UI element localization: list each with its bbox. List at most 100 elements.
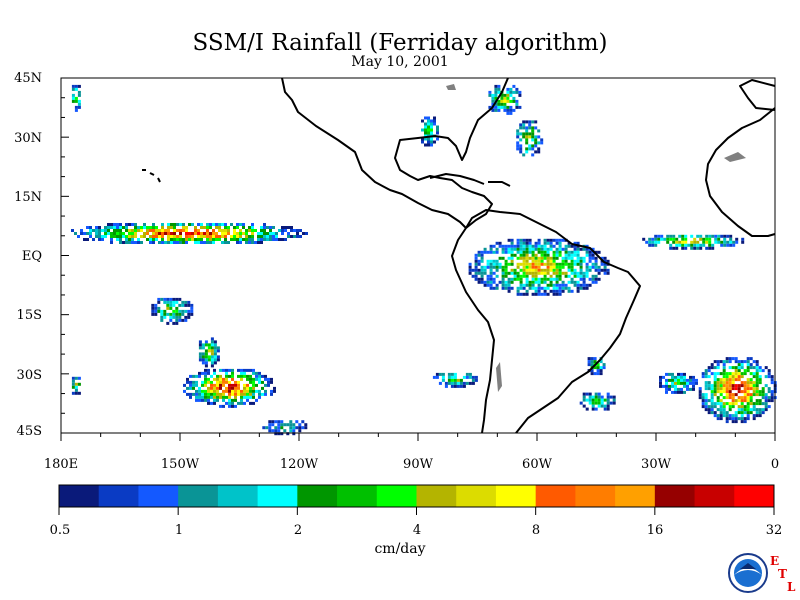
rain-cell bbox=[570, 262, 574, 266]
rain-cell bbox=[131, 229, 134, 232]
rain-cell bbox=[651, 240, 655, 244]
rain-cell bbox=[192, 380, 195, 384]
rain-cell bbox=[453, 384, 457, 388]
rain-cell bbox=[546, 253, 550, 257]
coast-hispaniola bbox=[488, 181, 511, 187]
rain-cell bbox=[263, 229, 266, 232]
rain-cell bbox=[221, 241, 224, 244]
rain-region-6 bbox=[262, 420, 308, 436]
rain-cell bbox=[483, 247, 487, 251]
rain-cell bbox=[519, 150, 523, 154]
rain-cell bbox=[503, 96, 507, 100]
rain-cell bbox=[543, 262, 547, 266]
colorbar-swatch bbox=[59, 485, 100, 507]
rain-cell bbox=[681, 240, 685, 244]
rain-cell bbox=[600, 262, 604, 266]
rain-cell bbox=[737, 408, 741, 412]
rain-cell bbox=[713, 405, 717, 409]
rain-cell bbox=[207, 349, 211, 353]
rain-cell bbox=[728, 384, 732, 388]
rain-cell bbox=[210, 364, 214, 368]
rain-cell bbox=[549, 274, 553, 278]
rain-cell bbox=[504, 262, 508, 266]
rain-cell bbox=[665, 390, 668, 394]
rain-cell bbox=[252, 389, 255, 393]
rain-cell bbox=[107, 223, 110, 226]
rain-cell bbox=[740, 372, 744, 376]
rain-cell bbox=[504, 280, 508, 284]
rain-cell bbox=[767, 387, 771, 391]
rain-cell bbox=[224, 235, 227, 238]
rain-cell bbox=[480, 268, 484, 272]
rain-cell bbox=[198, 371, 201, 375]
rain-cell bbox=[758, 375, 762, 379]
rain-cell bbox=[209, 226, 212, 229]
rain-cell bbox=[531, 138, 535, 142]
rain-cell bbox=[758, 411, 762, 415]
rain-cell bbox=[555, 292, 559, 296]
colorbar-swatch bbox=[138, 485, 179, 507]
rain-cell bbox=[204, 368, 207, 372]
rain-cell bbox=[261, 380, 264, 384]
rain-cell bbox=[600, 398, 604, 402]
rain-cell bbox=[722, 405, 726, 409]
rain-cell bbox=[249, 368, 252, 372]
rain-cell bbox=[669, 246, 673, 250]
rain-cell bbox=[427, 140, 430, 144]
rain-cell bbox=[179, 241, 182, 244]
rain-region-9 bbox=[488, 84, 522, 115]
rain-cell bbox=[534, 256, 538, 260]
rain-cell bbox=[696, 234, 700, 238]
rain-cell bbox=[489, 259, 493, 263]
rain-cell bbox=[468, 271, 472, 275]
rain-cell bbox=[666, 237, 670, 241]
rain-cell bbox=[567, 289, 571, 293]
rain-cell bbox=[183, 383, 186, 387]
rain-cell bbox=[248, 226, 251, 229]
rain-cell bbox=[735, 240, 739, 244]
rain-cell bbox=[516, 141, 520, 145]
rain-cell bbox=[648, 243, 652, 247]
rain-cell bbox=[743, 411, 747, 415]
rain-cell bbox=[77, 84, 81, 88]
rain-cell bbox=[722, 372, 726, 376]
etl-letter-l: L bbox=[787, 580, 796, 594]
rain-cell bbox=[489, 262, 493, 266]
rain-cell bbox=[746, 405, 750, 409]
rain-cell bbox=[152, 229, 155, 232]
rain-cell bbox=[210, 392, 213, 396]
rain-cell bbox=[169, 312, 173, 316]
rain-cell bbox=[642, 237, 646, 241]
rain-cell bbox=[746, 399, 750, 403]
rain-cell bbox=[471, 381, 475, 385]
rain-cell bbox=[195, 395, 198, 399]
rain-cell bbox=[190, 306, 194, 310]
rain-cell bbox=[480, 280, 484, 284]
rain-cell bbox=[681, 246, 685, 250]
rain-cell bbox=[770, 393, 774, 397]
rain-cell bbox=[433, 140, 436, 144]
rain-cell bbox=[167, 238, 170, 241]
rain-cell bbox=[430, 137, 433, 141]
rain-cell bbox=[722, 390, 726, 394]
rain-cell bbox=[603, 259, 607, 263]
rain-cell bbox=[516, 292, 520, 296]
rain-cell bbox=[155, 238, 158, 241]
rain-cell bbox=[204, 361, 208, 365]
rain-cell bbox=[212, 241, 215, 244]
rain-cell bbox=[116, 235, 119, 238]
rain-cell bbox=[552, 277, 556, 281]
rain-cell bbox=[692, 384, 695, 388]
rain-cell bbox=[164, 232, 167, 235]
rain-cell bbox=[719, 405, 723, 409]
rain-cell bbox=[497, 99, 501, 103]
rain-cell bbox=[570, 256, 574, 260]
rain-cell bbox=[240, 377, 243, 381]
rain-cell bbox=[518, 90, 522, 94]
rain-cell bbox=[101, 235, 104, 238]
rain-cell bbox=[480, 265, 484, 269]
rain-cell bbox=[597, 392, 601, 396]
rain-cell bbox=[582, 256, 586, 260]
rain-cell bbox=[704, 387, 708, 391]
rain-cell bbox=[728, 414, 732, 418]
